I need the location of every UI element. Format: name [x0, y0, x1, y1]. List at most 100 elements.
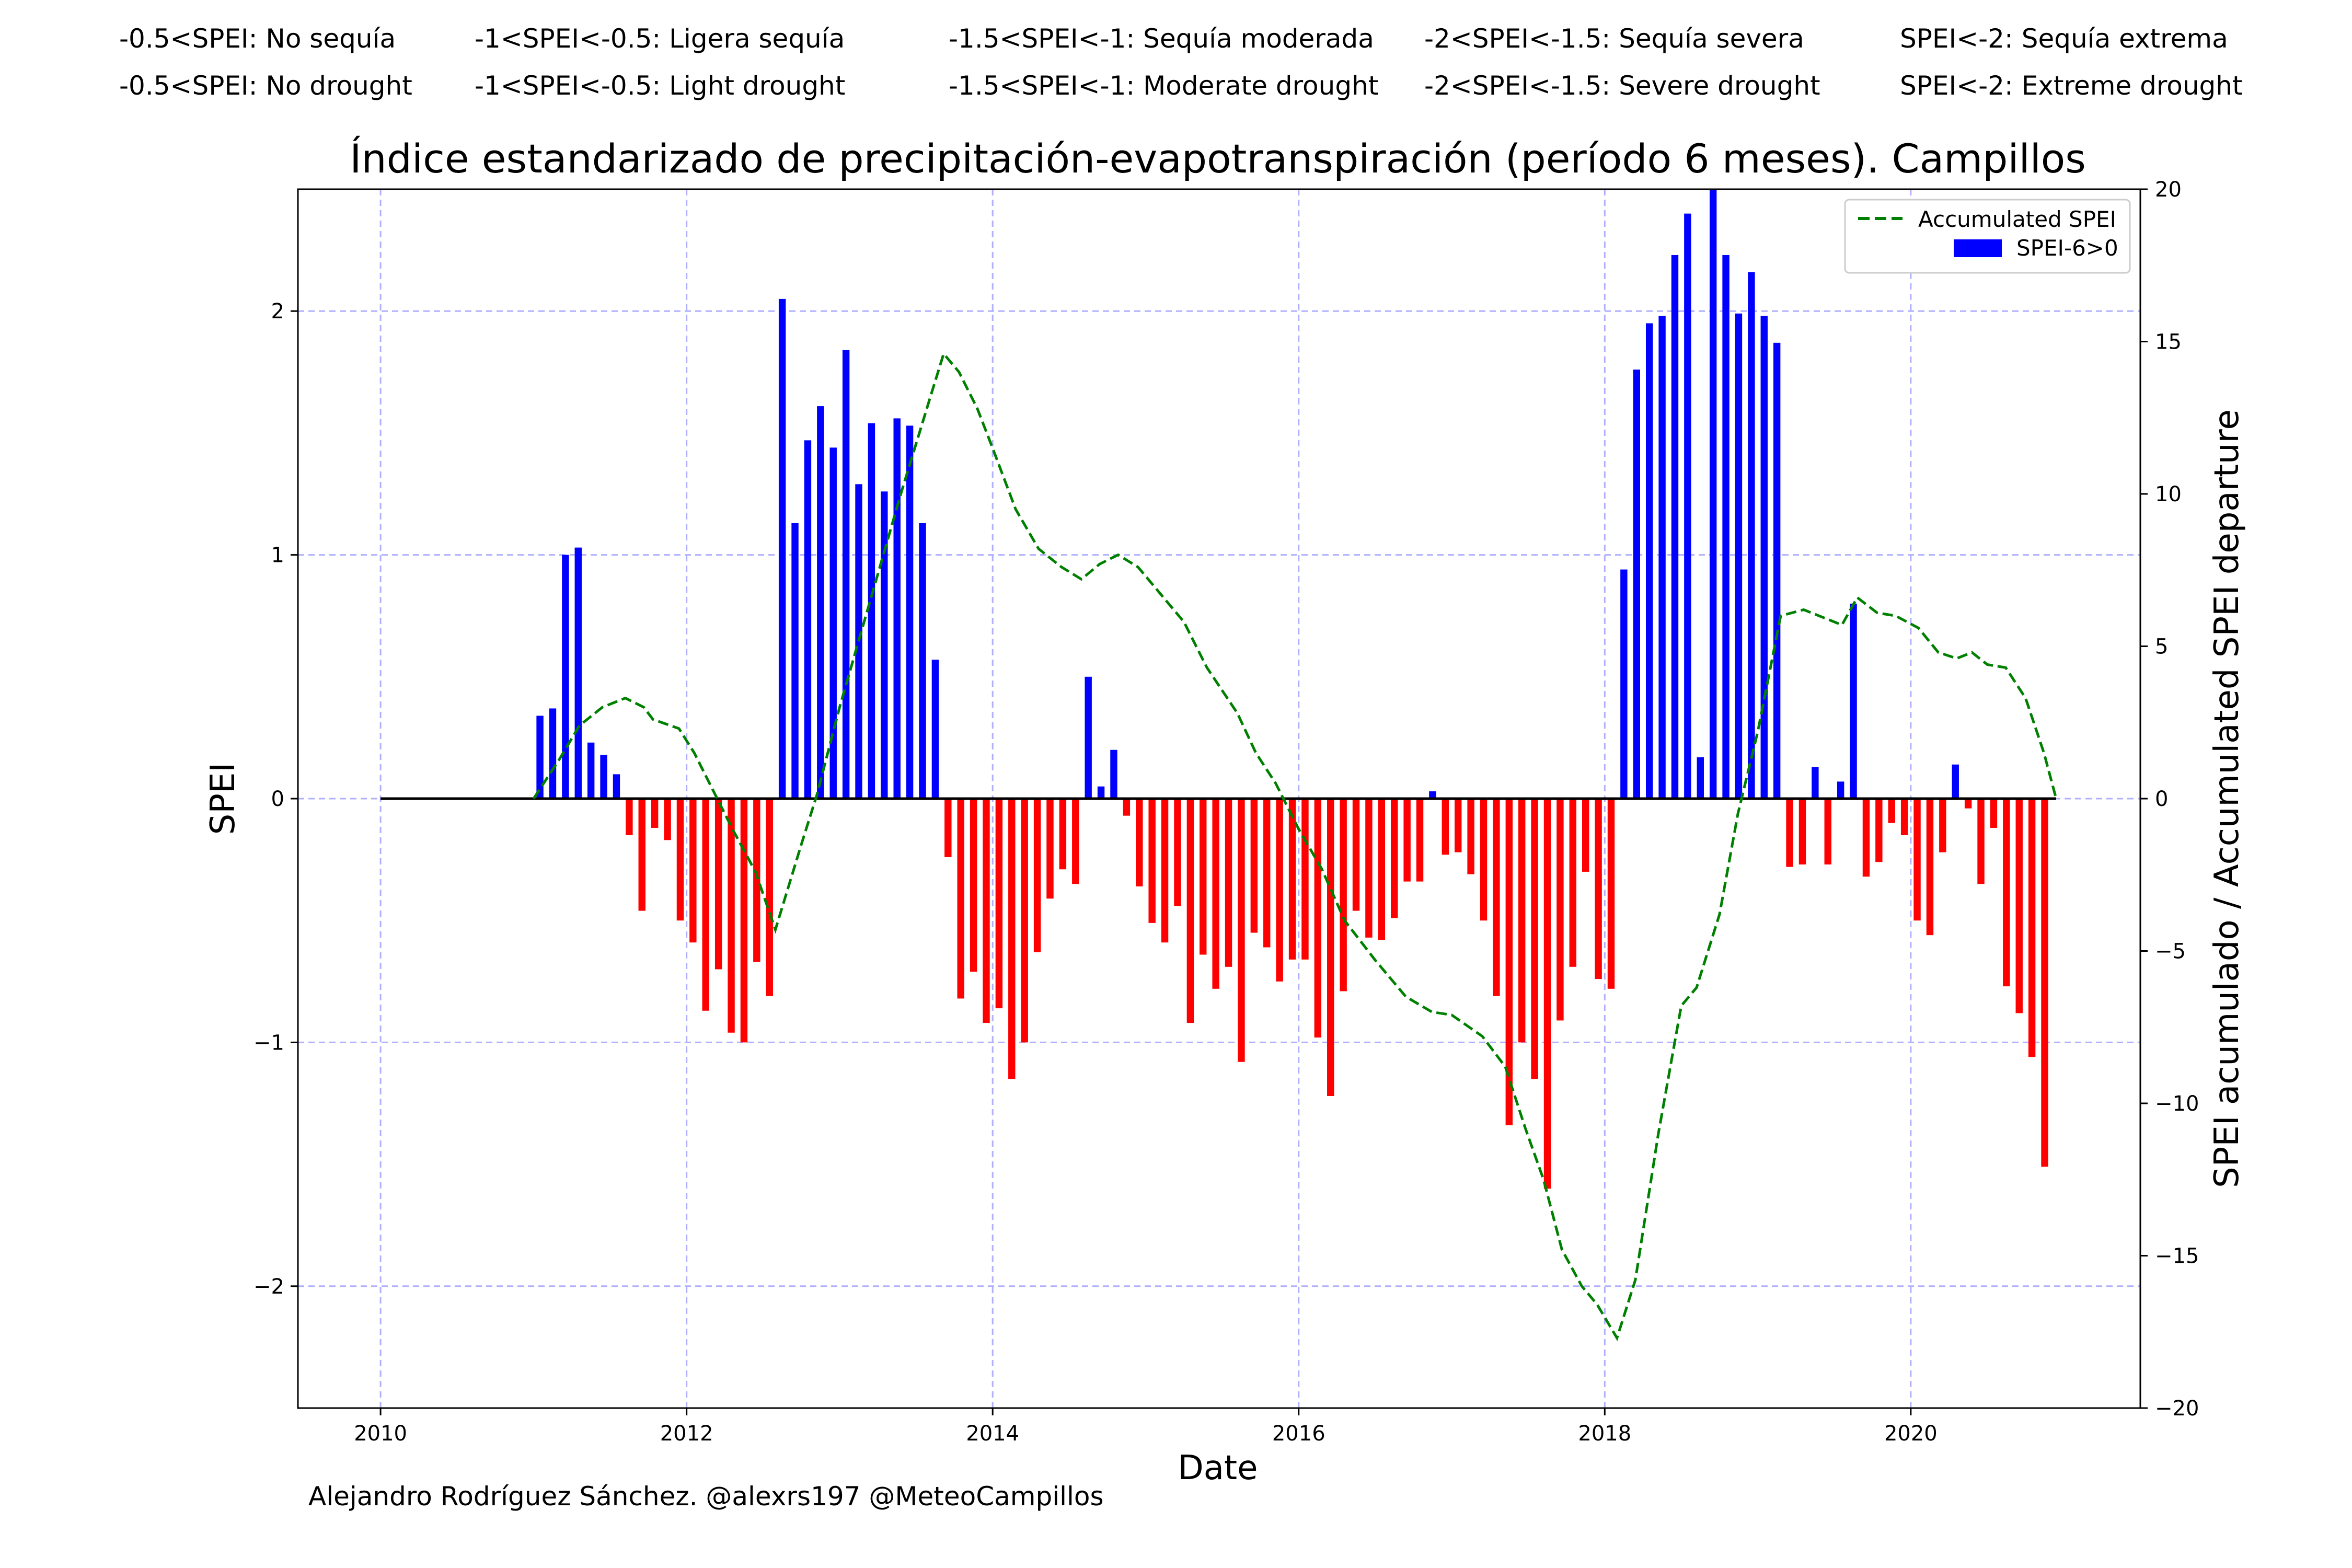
bar-negative	[1123, 799, 1131, 816]
bar-negative	[1964, 799, 1972, 809]
bar-positive	[829, 447, 837, 799]
bar-positive	[1645, 323, 1653, 799]
bar-positive	[893, 418, 901, 799]
x-tick-label: 2012	[660, 1422, 713, 1446]
bar-positive	[1697, 757, 1704, 799]
bar-negative	[689, 799, 697, 943]
bar-negative	[944, 799, 952, 857]
bar-negative	[1913, 799, 1921, 921]
x-ticks: 2010 2012 2014 2016 2018 2020	[354, 1408, 1938, 1446]
bar-negative	[1926, 799, 1934, 936]
chart-title: Índice estandarizado de precipitación-ev…	[350, 135, 2086, 182]
bar-negative	[714, 799, 722, 970]
legend-es-1: -1<SPEI<-0.5: Ligera sequía	[475, 24, 845, 54]
y-tick-label: −2	[253, 1275, 284, 1299]
bar-negative	[2003, 799, 2010, 987]
bar-positive	[881, 491, 888, 799]
x-tick-label: 2020	[1884, 1422, 1938, 1446]
legend-es-3: -2<SPEI<-1.5: Sequía severa	[1424, 24, 1804, 54]
legend-entry-positive: SPEI-6>0	[2016, 235, 2118, 261]
legend-es-0: -0.5<SPEI: No sequía	[119, 24, 396, 54]
bar-positive	[1837, 781, 1844, 799]
y2-tick-label: −20	[2155, 1397, 2199, 1421]
bar-negative	[1455, 799, 1462, 852]
bar-positive	[1085, 676, 1092, 799]
bar-positive	[1709, 189, 1717, 799]
bar-negative	[1569, 799, 1577, 967]
bar-negative	[1301, 799, 1309, 960]
bar-positive	[906, 425, 914, 799]
bar-negative	[1582, 799, 1589, 872]
y-ticks-left: −2 −1 0 1 2	[253, 299, 298, 1299]
bar-negative	[1543, 799, 1551, 1189]
bar-positive	[1620, 569, 1628, 799]
bar-positive	[1773, 342, 1781, 799]
bar-negative	[1136, 799, 1143, 886]
legend-es-4: SPEI<-2: Sequía extrema	[1900, 24, 2228, 54]
legend-en-1: -1<SPEI<-0.5: Light drought	[475, 71, 846, 101]
y2-tick-label: 0	[2155, 787, 2168, 811]
bar-negative	[651, 799, 659, 828]
bar-negative	[740, 799, 748, 1043]
bar-positive	[1812, 767, 1819, 799]
bar-positive	[919, 523, 926, 799]
bar-positive	[817, 406, 824, 799]
y-axis-label-right: SPEI acumulado / Accumulated SPEI depart…	[2208, 409, 2246, 1188]
bar-negative	[1046, 799, 1054, 899]
bar-negative	[1340, 799, 1347, 991]
bar-positive	[600, 755, 607, 799]
bar-negative	[1186, 799, 1194, 1023]
bar-positive	[536, 716, 544, 799]
bar-negative	[1888, 799, 1895, 823]
bar-negative	[1021, 799, 1028, 1043]
bar-negative	[1505, 799, 1513, 1125]
footer-credit: Alejandro Rodríguez Sánchez. @alexrs197 …	[308, 1481, 1104, 1512]
bar-negative	[1200, 799, 1207, 955]
bar-positive	[613, 774, 620, 799]
bar-positive	[804, 440, 812, 799]
bar-negative	[626, 799, 633, 835]
bar-negative	[1595, 799, 1602, 979]
y2-tick-label: 5	[2155, 635, 2168, 659]
legend-en-3: -2<SPEI<-1.5: Severe drought	[1424, 71, 1820, 101]
bar-negative	[1059, 799, 1067, 870]
bar-negative	[1875, 799, 1883, 862]
y-tick-label: −1	[253, 1031, 284, 1055]
bar-positive	[549, 708, 557, 799]
bar-negative	[1416, 799, 1424, 882]
x-tick-label: 2014	[966, 1422, 1019, 1446]
x-tick-label: 2016	[1272, 1422, 1325, 1446]
y2-tick-label: −10	[2155, 1092, 2199, 1116]
legend-entry-accumulated: Accumulated SPEI	[1918, 206, 2116, 232]
bar-negative	[1607, 799, 1615, 989]
bar-negative	[1250, 799, 1258, 933]
y-tick-label: 0	[271, 787, 284, 811]
bar-negative	[1314, 799, 1322, 1038]
y-tick-label: 2	[271, 299, 284, 324]
drought-class-legend-en: -0.5<SPEI: No drought -1<SPEI<-0.5: Ligh…	[0, 71, 2352, 107]
bar-negative	[728, 799, 735, 1033]
bar-positive	[778, 298, 786, 799]
bar-negative	[1493, 799, 1500, 996]
bar-negative	[1212, 799, 1219, 989]
bar-negative	[1327, 799, 1334, 1097]
bar-negative	[2015, 799, 2023, 1013]
bar-negative	[2028, 799, 2036, 1057]
bar-positive	[1684, 213, 1691, 799]
bar-negative	[1161, 799, 1169, 943]
legend-positive-swatch	[1954, 239, 2002, 257]
bar-negative	[957, 799, 964, 999]
bar-negative	[1786, 799, 1793, 867]
bar-negative	[1072, 799, 1079, 884]
bar-negative	[1531, 799, 1538, 1079]
y2-tick-label: 20	[2155, 178, 2182, 202]
bar-negative	[702, 799, 709, 1011]
bar-positive	[1952, 764, 1959, 799]
bar-positive	[574, 547, 582, 799]
bar-negative	[1939, 799, 1946, 852]
y2-tick-label: 10	[2155, 482, 2182, 506]
bar-positive	[1735, 313, 1743, 799]
bar-negative	[970, 799, 977, 972]
bar-negative	[995, 799, 1003, 1009]
y2-tick-label: −5	[2155, 940, 2186, 964]
